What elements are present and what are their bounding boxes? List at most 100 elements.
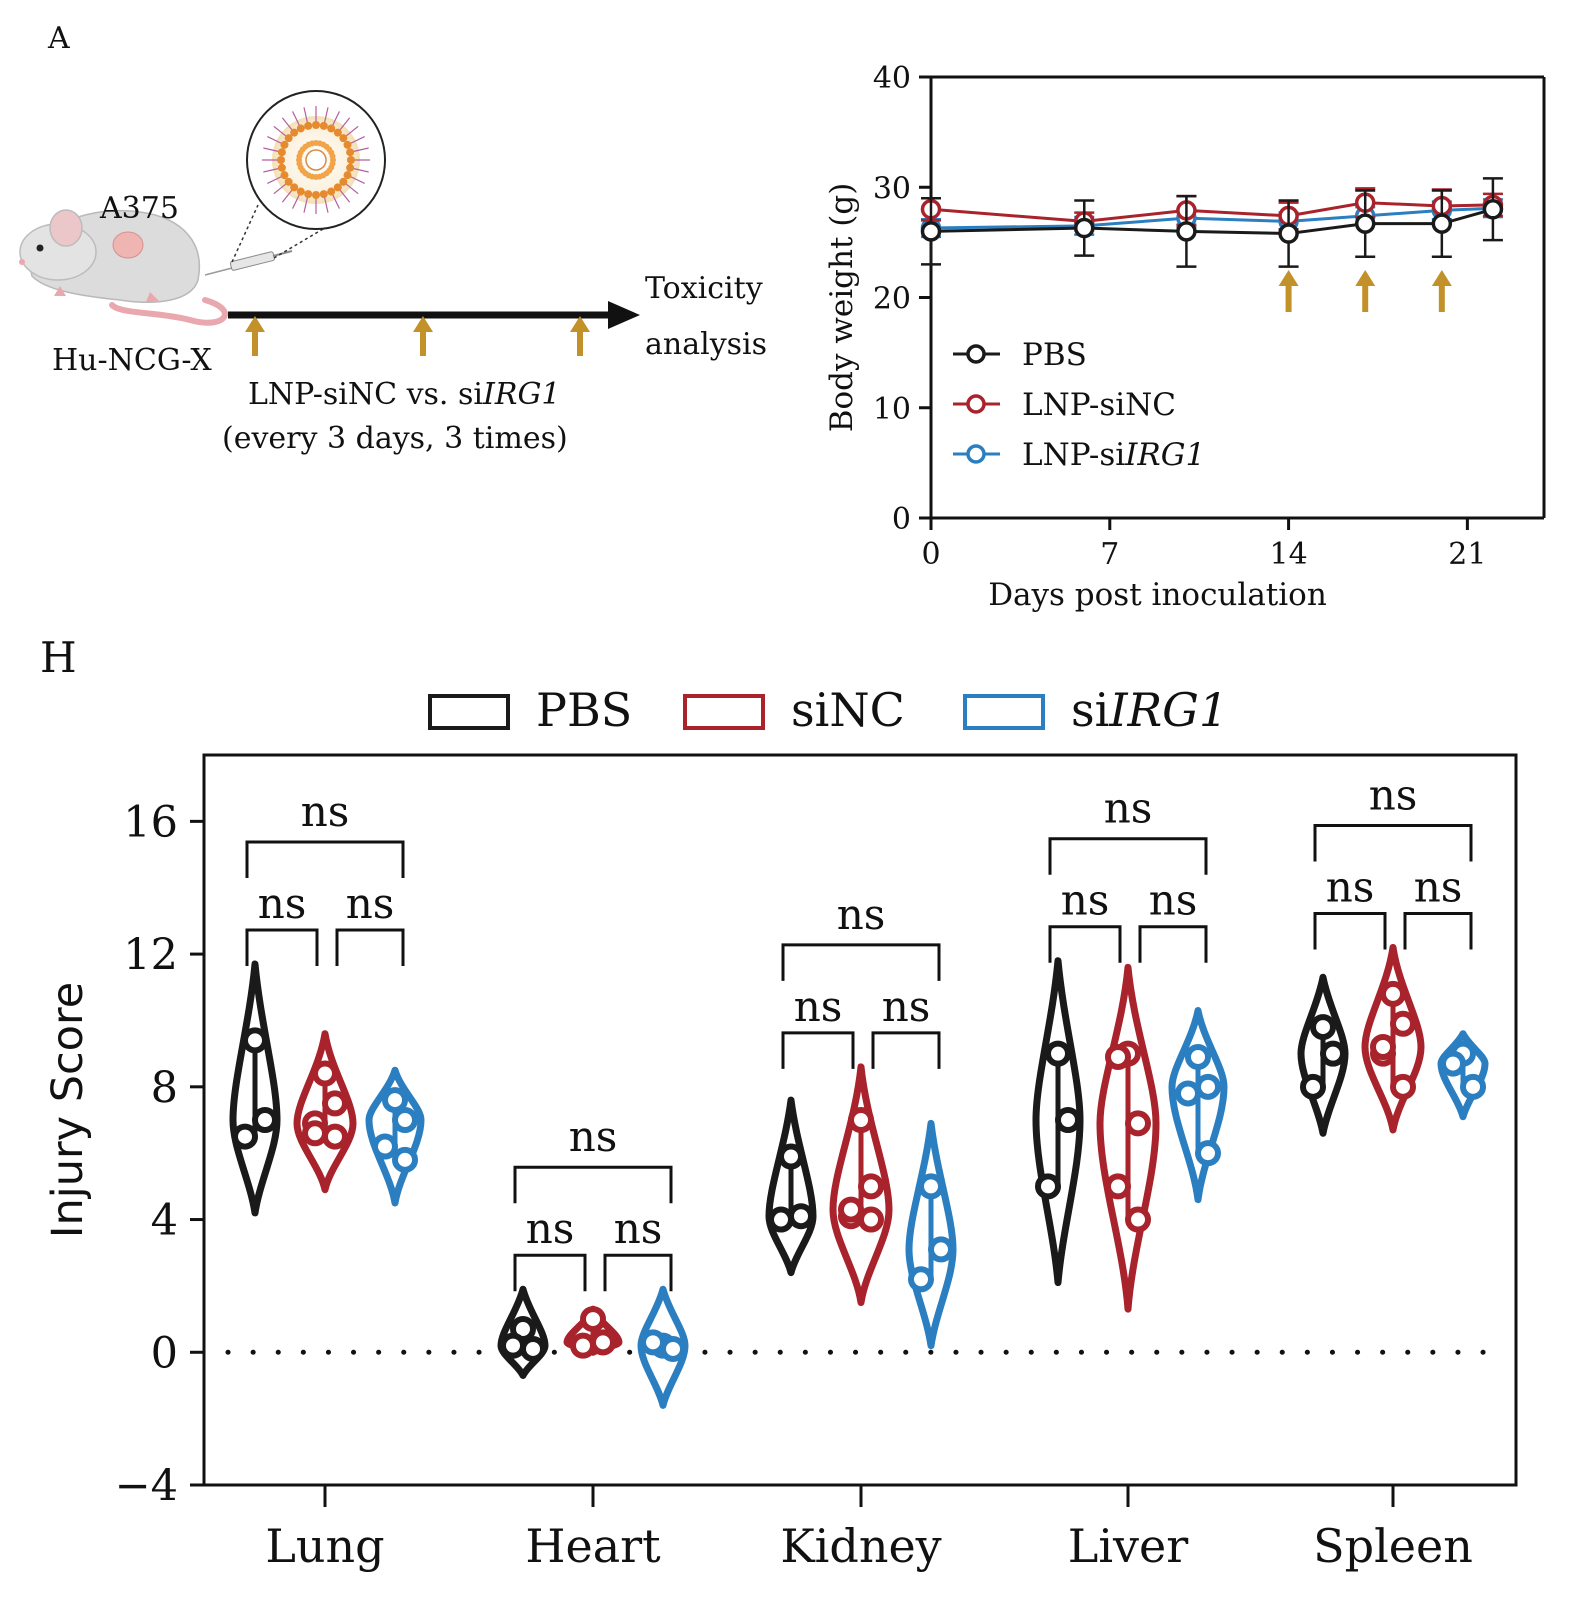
syringe-icon <box>204 250 293 276</box>
lnp-head-outer <box>284 177 293 186</box>
data-point-spleen-sirg1 <box>1460 1073 1486 1100</box>
legend-label-pbs: PBS <box>1022 337 1087 373</box>
treatment-arrow-2-icon <box>1355 270 1376 286</box>
bracket-pbs-sirg1 <box>513 1165 673 1204</box>
data-point-spleen-pbs <box>1300 1073 1326 1100</box>
dose-arrow-1-icon <box>245 316 265 332</box>
data-point-spleen-pbs <box>1310 1014 1336 1041</box>
significance-label: ns <box>1104 784 1153 833</box>
body-weight-chart: 0 10 20 30 40 0 7 14 21 Days post inoculation Body… <box>824 61 1546 613</box>
legend-label-sinc: siNC <box>791 683 905 737</box>
x-tick-label: 0 <box>921 537 940 572</box>
x-tick-label: 21 <box>1448 537 1486 572</box>
lnp-head-outer <box>312 121 320 129</box>
data-point-lung-sinc <box>302 1120 328 1147</box>
x-tick-label: 7 <box>1100 537 1119 572</box>
lnp-tail <box>263 167 282 173</box>
legend-swatch-sinc <box>683 694 765 730</box>
legend-label-sinc-text: siNC <box>791 683 905 737</box>
data-point-heart-sirg1 <box>640 1329 666 1356</box>
lnp-head-outer <box>296 124 305 133</box>
lnp-tail <box>348 136 365 145</box>
bracket-sinc-sirg1 <box>1138 925 1208 963</box>
treatment-schedule: (every 3 days, 3 times) <box>222 421 568 456</box>
lnp-head-outer <box>304 190 313 199</box>
y-tick-label: 40 <box>873 61 911 96</box>
data-point-lung-sinc <box>312 1060 338 1087</box>
lnp-head-outer <box>339 177 348 186</box>
bracket-sinc-sirg1 <box>1403 911 1473 950</box>
injury-score-chart: −4 0 4 8 12 16 Injury Score PBS siNC siIRG1 Lung ns… <box>43 683 1518 1573</box>
significance-label: ns <box>614 1204 663 1253</box>
legend-label-sinc-text: LNP-siNC <box>1022 387 1176 423</box>
data-point-heart-pbs <box>520 1335 546 1362</box>
data-point-pbs <box>1354 213 1376 234</box>
lnp-particle-icon <box>246 90 386 230</box>
legend-label-sirg1: LNP-siIRG1 <box>1022 437 1205 473</box>
data-point-lung-sirg1 <box>392 1146 418 1173</box>
legend-label-sirg1-italic: IRG1 <box>1124 437 1205 473</box>
lnp-head-outer <box>327 187 336 196</box>
treatment-label: LNP-siNC vs. siIRG1 <box>248 377 561 412</box>
bracket-pbs-sinc <box>781 1031 855 1069</box>
data-point-heart-sinc <box>590 1329 616 1356</box>
significance-label: ns <box>526 1204 575 1253</box>
treatment-arrow-3-icon <box>1431 270 1452 286</box>
lnp-head-outer <box>333 128 342 137</box>
lnp-head-outer <box>319 190 328 199</box>
y-tick-label: 20 <box>873 282 911 317</box>
data-point-kidney-sinc <box>848 1107 874 1133</box>
lnp-head-outer <box>284 134 293 143</box>
legend-label-sirg1-text: LNP-si <box>1022 437 1125 473</box>
data-point-pbs <box>920 221 942 242</box>
data-point-pbs <box>1074 217 1095 239</box>
legend-swatch-pbs <box>428 694 510 730</box>
dose-arrow-3-icon <box>570 316 590 332</box>
category-label-kidney: Kidney <box>780 1519 941 1573</box>
y-axis-label: Injury Score <box>43 982 93 1238</box>
significance-label: ns <box>569 1112 618 1161</box>
data-point-heart-sirg1 <box>660 1335 686 1362</box>
data-point-heart-pbs <box>500 1332 526 1359</box>
lnp-head-outer <box>319 121 328 130</box>
treatment-label-gene: IRG1 <box>482 377 561 412</box>
lnp-tail <box>267 175 284 184</box>
data-point-kidney-sinc <box>858 1206 884 1233</box>
data-point-lung-sirg1 <box>392 1107 418 1133</box>
legend-marker-sinc <box>966 394 986 414</box>
timeline-arrowhead-icon <box>608 301 640 329</box>
lnp-head-outer <box>347 156 355 164</box>
data-point-lung-pbs <box>242 1027 268 1054</box>
data-point-lung-sinc <box>322 1090 348 1117</box>
data-point-spleen-sinc <box>1390 1010 1416 1037</box>
legend-label-sinc: LNP-siNC <box>1022 387 1176 423</box>
lnp-head-outer <box>333 183 342 192</box>
data-point-liver-sinc <box>1105 1173 1131 1200</box>
data-point-kidney-sinc <box>858 1173 884 1200</box>
lnp-head-outer <box>280 171 289 180</box>
y-axis-label: Body weight (g) <box>824 183 860 433</box>
category-label-heart: Heart <box>525 1519 661 1573</box>
legend-label-sirg1-text: si <box>1071 683 1109 737</box>
lnp-tail <box>350 167 369 173</box>
data-point-liver-pbs <box>1035 1173 1061 1200</box>
lnp-head-outer <box>304 121 313 130</box>
data-point-pbs <box>1482 199 1504 220</box>
data-point-spleen-sinc <box>1370 1034 1396 1060</box>
data-point-kidney-sinc <box>838 1196 864 1223</box>
category-label-lung: Lung <box>265 1519 384 1573</box>
endpoint-label-line2: analysis <box>645 327 767 362</box>
y-tick-label: 12 <box>123 930 178 980</box>
legend-label-pbs-text: PBS <box>1022 337 1087 373</box>
data-point-liver-sirg1 <box>1185 1043 1211 1070</box>
lnp-tail <box>263 147 282 153</box>
bracket-pbs-sirg1 <box>1048 837 1208 875</box>
lnp-tail <box>348 175 365 184</box>
y-tick-label: 10 <box>873 392 911 427</box>
dose-arrow-2-icon <box>413 316 433 332</box>
significance-label: ns <box>1149 876 1198 925</box>
legend-label-pbs: PBS <box>536 683 632 737</box>
bracket-pbs-sinc <box>1313 911 1387 950</box>
dose-arrows-a <box>245 316 590 356</box>
